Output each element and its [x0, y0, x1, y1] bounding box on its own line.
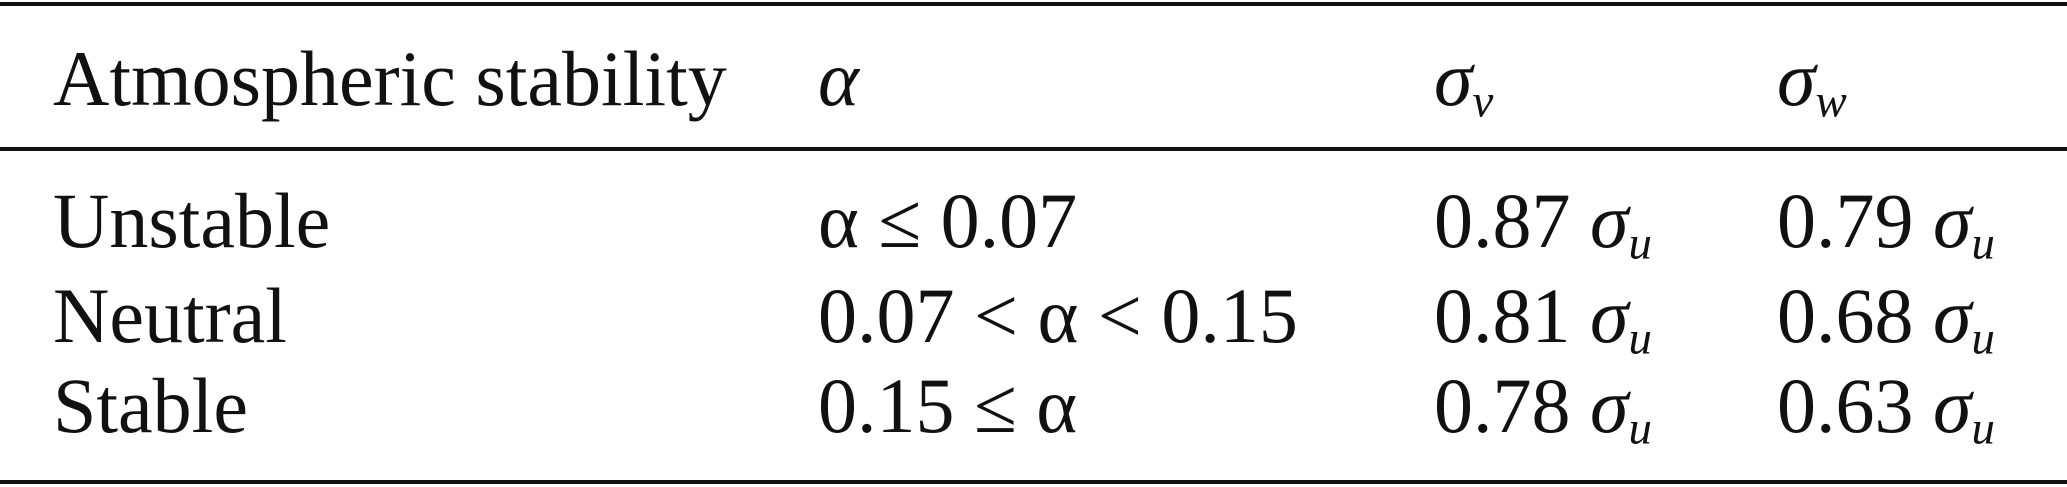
- top-rule: [0, 2, 2067, 6]
- header-rule: [0, 147, 2067, 151]
- sigma-w-cell: 0.68 σu: [1777, 272, 1995, 365]
- header-stability: Atmospheric stability: [53, 35, 727, 122]
- stability-cell: Neutral: [53, 272, 287, 359]
- alpha-cell: 0.07 < α < 0.15: [818, 272, 1298, 359]
- sigma-v-cell: 0.81 σu: [1434, 272, 1652, 365]
- header-sigma-w: σw: [1777, 35, 1847, 128]
- alpha-cell: 0.15 ≤ α: [818, 362, 1078, 449]
- stability-cell: Stable: [53, 362, 248, 449]
- alpha-cell: α ≤ 0.07: [818, 177, 1078, 264]
- sigma-w-cell: 0.63 σu: [1777, 362, 1995, 455]
- header-alpha: α: [818, 35, 859, 122]
- stability-cell: Unstable: [53, 177, 331, 264]
- sigma-v-cell: 0.78 σu: [1434, 362, 1652, 455]
- sigma-w-cell: 0.79 σu: [1777, 177, 1995, 270]
- header-sigma-v: σv: [1434, 35, 1494, 128]
- bottom-rule: [0, 480, 2067, 484]
- sigma-v-cell: 0.87 σu: [1434, 177, 1652, 270]
